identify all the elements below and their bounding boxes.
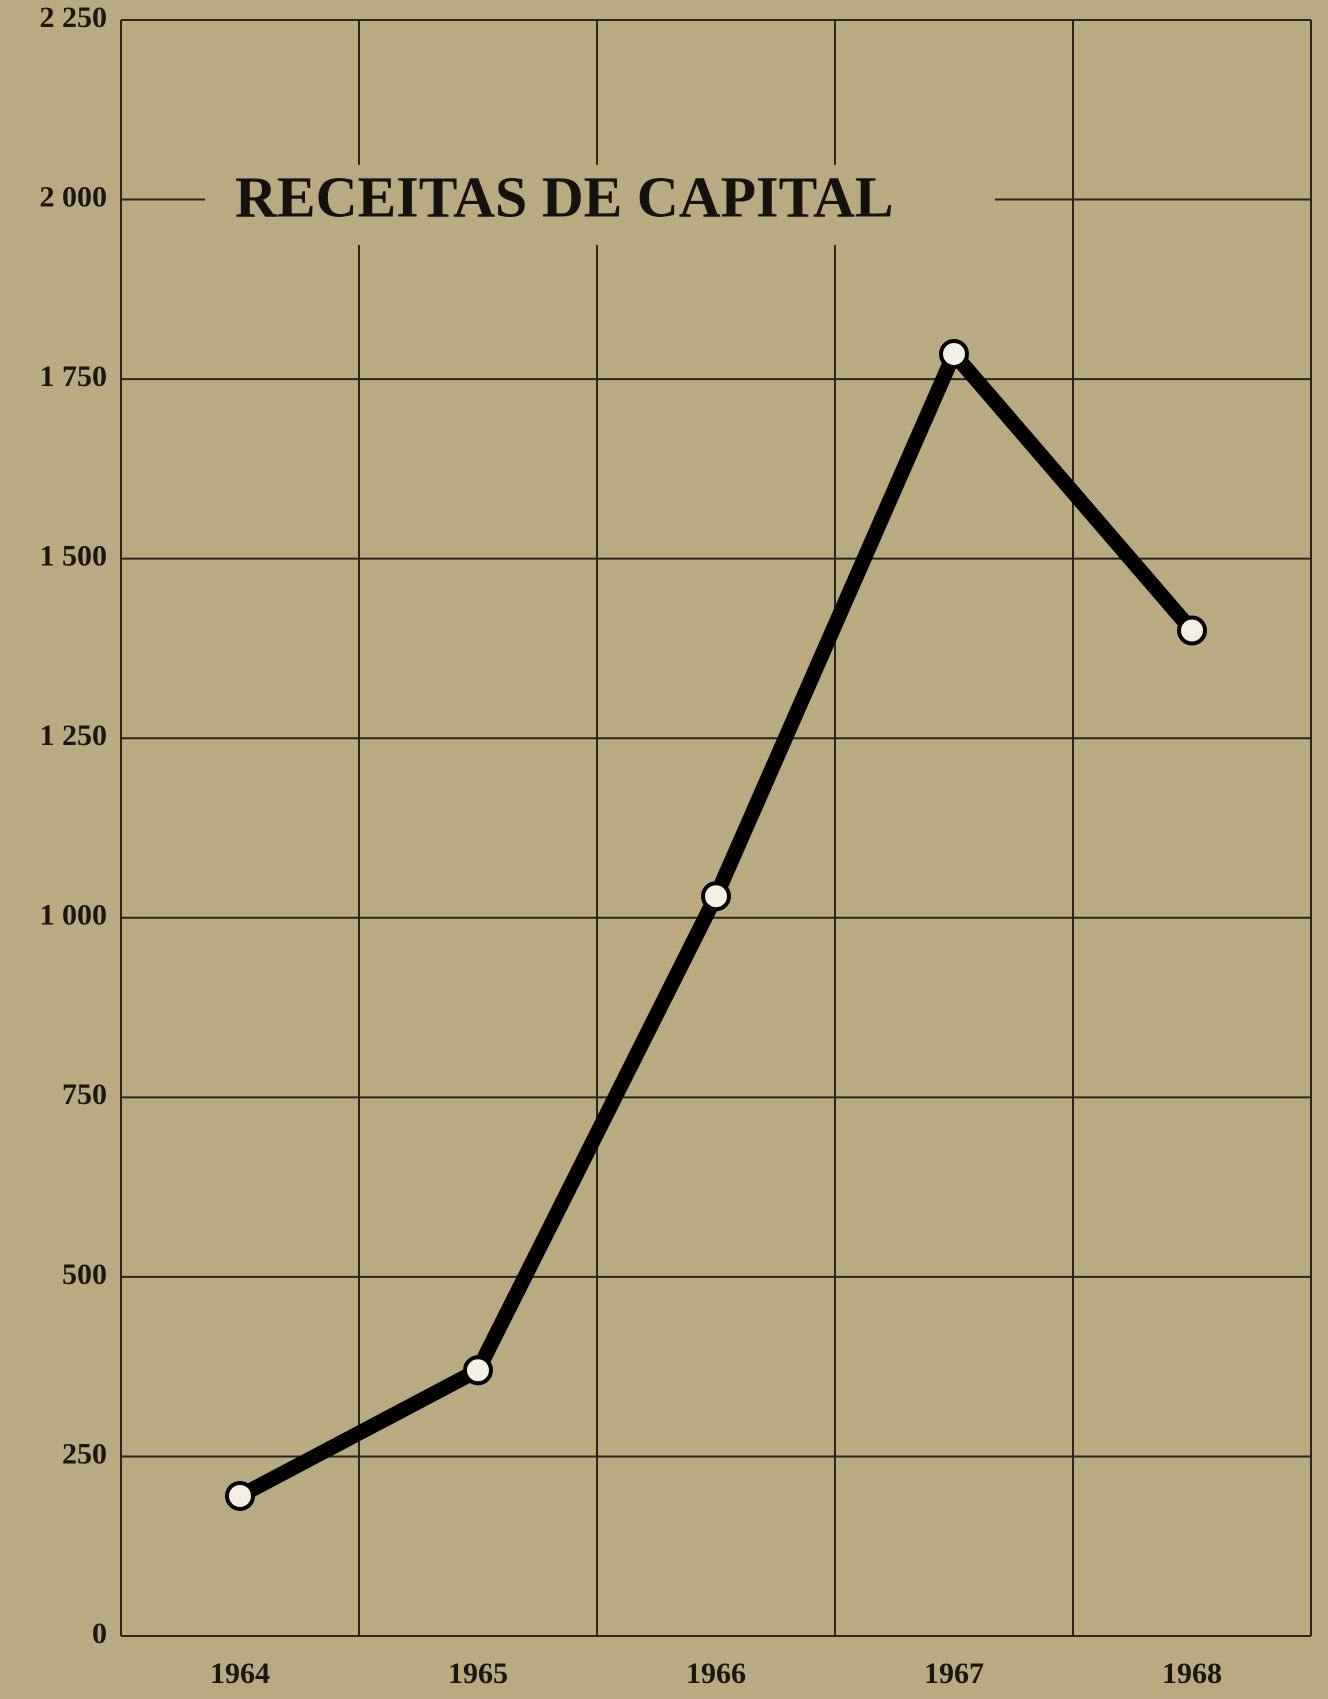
x-tick-label: 1968 xyxy=(1162,1657,1222,1690)
grid xyxy=(120,19,1312,1637)
y-tick-label: 500 xyxy=(62,1258,107,1291)
y-tick-label: 2 250 xyxy=(40,1,108,34)
y-tick-label: 250 xyxy=(62,1437,107,1470)
title-backdrop xyxy=(205,165,995,245)
y-tick-label: 1 500 xyxy=(40,540,108,573)
x-tick-label: 1966 xyxy=(686,1657,746,1690)
y-tick-label: 1 000 xyxy=(40,899,108,932)
y-tick-label: 1 750 xyxy=(40,360,108,393)
y-tick-label: 0 xyxy=(92,1617,107,1650)
y-tick-label: 750 xyxy=(62,1078,107,1111)
data-point xyxy=(939,338,969,369)
chart-title: RECEITAS DE CAPITAL xyxy=(235,164,894,229)
y-tick-label: 1 250 xyxy=(40,719,108,752)
data-point xyxy=(1177,615,1207,646)
x-tick-label: 1964 xyxy=(210,1657,270,1690)
data-point xyxy=(701,881,731,912)
x-tick-label: 1965 xyxy=(448,1657,508,1690)
data-point xyxy=(463,1355,493,1386)
x-tick-label: 1967 xyxy=(924,1657,984,1690)
y-tick-label: 2 000 xyxy=(40,180,108,213)
data-point xyxy=(225,1480,255,1511)
